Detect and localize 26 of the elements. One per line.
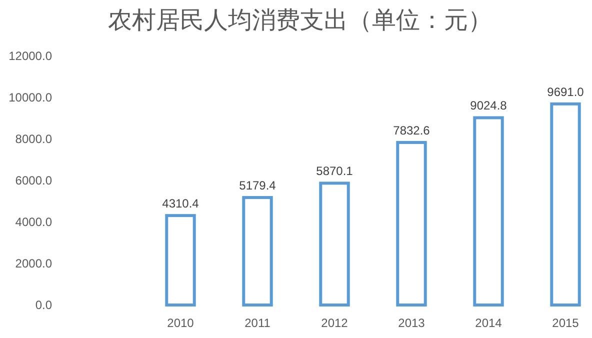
bar [165, 214, 196, 306]
data-label: 7832.6 [393, 123, 430, 138]
x-tick-label: 2015 [552, 316, 580, 330]
data-label: 4310.4 [162, 196, 200, 211]
data-label: 5179.4 [239, 178, 276, 193]
title: 农村居民人均消费支出（单位：元） [108, 7, 492, 34]
x-tick-label: 2014 [475, 316, 502, 330]
x-tick-label: 2011 [244, 316, 271, 330]
y-tick-label: 0.0 [35, 298, 52, 312]
y-tick-label: 12000.0 [8, 49, 52, 63]
data-label: 9691.0 [547, 84, 584, 99]
y-tick-label: 4000.0 [15, 215, 52, 229]
x-tick-label: 2010 [167, 316, 194, 330]
y-tick-label: 8000.0 [15, 132, 52, 146]
bar [473, 116, 504, 306]
bar [396, 140, 427, 306]
bar [319, 182, 350, 306]
bar [550, 102, 581, 306]
y-tick-label: 2000.0 [15, 256, 52, 270]
y-tick-label: 10000.0 [8, 90, 52, 104]
bar [242, 196, 273, 306]
x-tick-label: 2013 [398, 316, 426, 330]
x-tick-label: 2012 [321, 316, 348, 330]
y-tick-label: 6000.0 [15, 174, 52, 188]
data-label: 9024.8 [470, 98, 508, 113]
data-label: 5870.1 [316, 164, 354, 178]
